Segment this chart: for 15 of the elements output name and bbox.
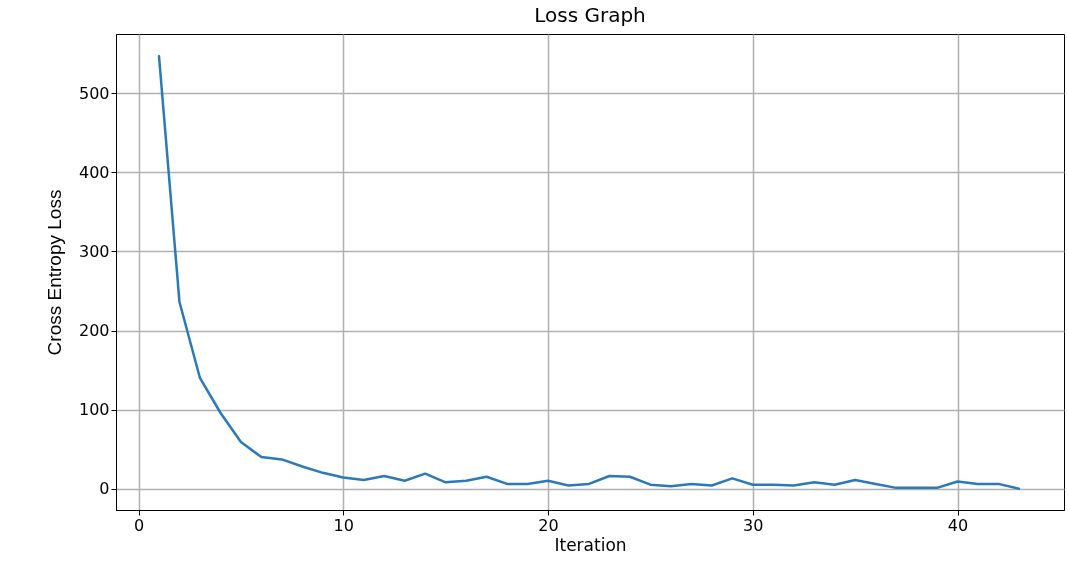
y-axis-title: Cross Entropy Loss (43, 189, 65, 356)
x-tick-label: 20 (538, 515, 559, 535)
y-tick-label: 100 (78, 400, 110, 420)
y-tick-label: 300 (78, 241, 110, 261)
y-tick-label: 0 (99, 479, 110, 499)
x-tick-label: 30 (743, 515, 764, 535)
y-tick-label: 200 (78, 321, 110, 341)
x-tick-label: 10 (333, 515, 354, 535)
chart-title: Loss Graph (534, 3, 646, 27)
x-tick-label: 40 (947, 515, 969, 535)
x-axis-title: Iteration (554, 534, 627, 555)
y-tick-label: 400 (78, 162, 110, 182)
line-series (157, 54, 1021, 490)
x-tick-label: 0 (133, 515, 145, 535)
y-tick-label: 500 (78, 83, 110, 103)
